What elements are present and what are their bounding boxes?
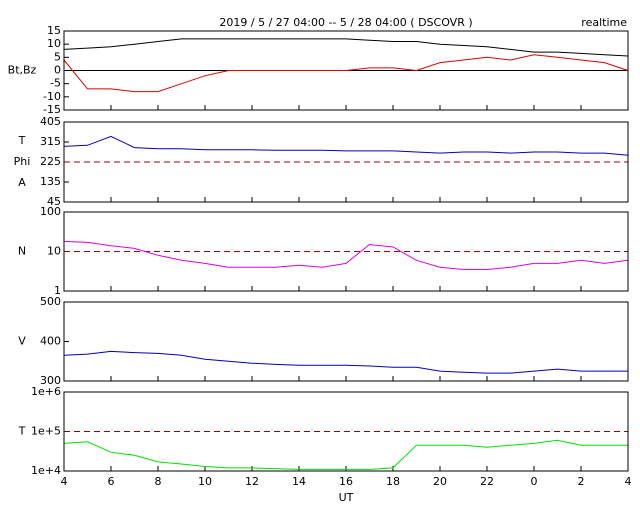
- x-tick-label: 2: [578, 475, 585, 488]
- y-tick-label: -15: [43, 103, 61, 116]
- y-tick-label: 1e+4: [31, 464, 61, 477]
- y-tick-label: 100: [40, 205, 61, 218]
- plot-frame: [63, 30, 629, 111]
- y-tick-label: 400: [40, 335, 61, 348]
- y-tick-label: 135: [40, 175, 61, 188]
- plot-frame: [63, 391, 629, 472]
- y-tick-label: 225: [40, 155, 61, 168]
- y-tick-label: -5: [50, 77, 61, 90]
- x-tick-label: 22: [480, 475, 494, 488]
- y-axis-label: N: [18, 245, 26, 258]
- plot-frame: [63, 211, 629, 292]
- x-tick-label: 18: [386, 475, 400, 488]
- y-axis-label: Bt,Bz: [8, 64, 37, 77]
- y-tick-label: 45: [47, 195, 61, 208]
- x-tick-label: 6: [108, 475, 115, 488]
- x-tick-label: 12: [245, 475, 259, 488]
- x-tick-label: 8: [155, 475, 162, 488]
- y-axis-label: Phi: [14, 155, 31, 168]
- y-tick-label: 315: [40, 135, 61, 148]
- y-axis-label: A: [18, 176, 26, 189]
- y-tick-label: 405: [40, 115, 61, 128]
- y-tick-label: 10: [47, 37, 61, 50]
- y-tick-label: 1e+6: [31, 385, 61, 398]
- status-label: realtime: [581, 16, 627, 29]
- y-axis-label: T: [18, 134, 26, 147]
- data-line: [63, 240, 629, 270]
- data-line: [63, 38, 629, 57]
- y-axis-label: T: [18, 425, 26, 438]
- plot-frame: [63, 121, 629, 203]
- data-line: [63, 439, 628, 470]
- chart-title: 2019 / 5 / 27 04:00 -- 5 / 28 04:00 ( DS…: [219, 16, 472, 29]
- y-axis-label: V: [18, 335, 26, 348]
- y-tick-label: -10: [43, 90, 61, 103]
- x-tick-label: 20: [433, 475, 447, 488]
- y-tick-label: 300: [40, 374, 61, 387]
- x-tick-label: 14: [292, 475, 306, 488]
- plot-frame: [63, 301, 629, 382]
- x-tick-label: 0: [531, 475, 538, 488]
- x-axis-label: UT: [339, 491, 354, 504]
- y-tick-label: 5: [54, 50, 61, 63]
- y-tick-label: 15: [47, 24, 61, 37]
- y-tick-label: 10: [47, 245, 61, 258]
- x-tick-label: 16: [339, 475, 353, 488]
- data-line: [63, 350, 628, 374]
- x-tick-label: 10: [198, 475, 212, 488]
- y-tick-label: 500: [40, 295, 61, 308]
- x-tick-label: 4: [625, 475, 632, 488]
- y-tick-label: 1e+5: [31, 425, 61, 438]
- y-tick-label: 0: [54, 64, 61, 77]
- data-line: [63, 135, 629, 156]
- y-tick-label: 1: [54, 284, 61, 297]
- x-tick-label: 4: [61, 475, 68, 488]
- data-line: [63, 54, 629, 93]
